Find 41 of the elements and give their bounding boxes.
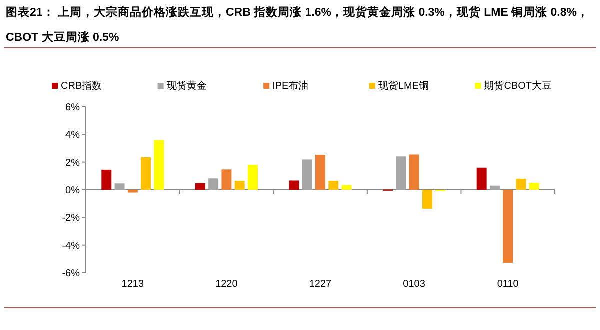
bar <box>102 170 112 190</box>
bar <box>248 165 258 190</box>
bar <box>195 183 206 190</box>
bar <box>529 183 540 190</box>
y-tick-label: 0% <box>66 186 80 196</box>
y-tick-label: -6% <box>62 268 80 280</box>
bar <box>302 160 312 190</box>
bar <box>222 170 232 190</box>
bar <box>503 190 514 264</box>
y-tick-label: -2% <box>62 213 80 224</box>
bar <box>154 140 164 190</box>
legend-label: 现货黄金 <box>166 80 207 92</box>
x-tick-label: 0103 <box>403 279 426 290</box>
y-tick-label: -4% <box>62 240 80 252</box>
bar <box>490 186 500 190</box>
bar <box>476 168 487 190</box>
y-tick-label: 4% <box>66 130 80 142</box>
x-tick-label: 1227 <box>309 279 332 290</box>
x-tick-label: 1213 <box>122 279 144 290</box>
chart-title: 图表21： 上周，大宗商品价格涨跌互现，CRB 指数周涨 1.6%，现货黄金周涨 0.3%，现货 LME 铜周涨 0.8%，CBOT 大豆周涨 0.5% <box>6 5 589 44</box>
bar <box>342 185 352 190</box>
bar <box>516 178 526 190</box>
bar <box>141 157 152 190</box>
bar <box>128 190 138 193</box>
x-tick-label: 1220 <box>216 279 238 290</box>
legend-label: IPE布油 <box>272 80 309 92</box>
bar <box>234 181 245 190</box>
legend-label: 现货LME铜 <box>378 80 429 92</box>
bar <box>328 181 339 190</box>
y-tick-label: 2% <box>66 158 80 169</box>
legend-label: CRB指数 <box>61 80 102 92</box>
bar <box>114 184 125 190</box>
x-tick-label: 0110 <box>497 279 520 290</box>
bar <box>422 190 432 209</box>
bar <box>316 155 326 190</box>
bar <box>396 156 406 190</box>
y-tick-label: 6% <box>66 102 80 114</box>
bar <box>208 178 219 190</box>
legend-label: 期货CBOT大豆 <box>484 80 552 92</box>
bar <box>289 180 300 190</box>
bar <box>409 154 420 190</box>
